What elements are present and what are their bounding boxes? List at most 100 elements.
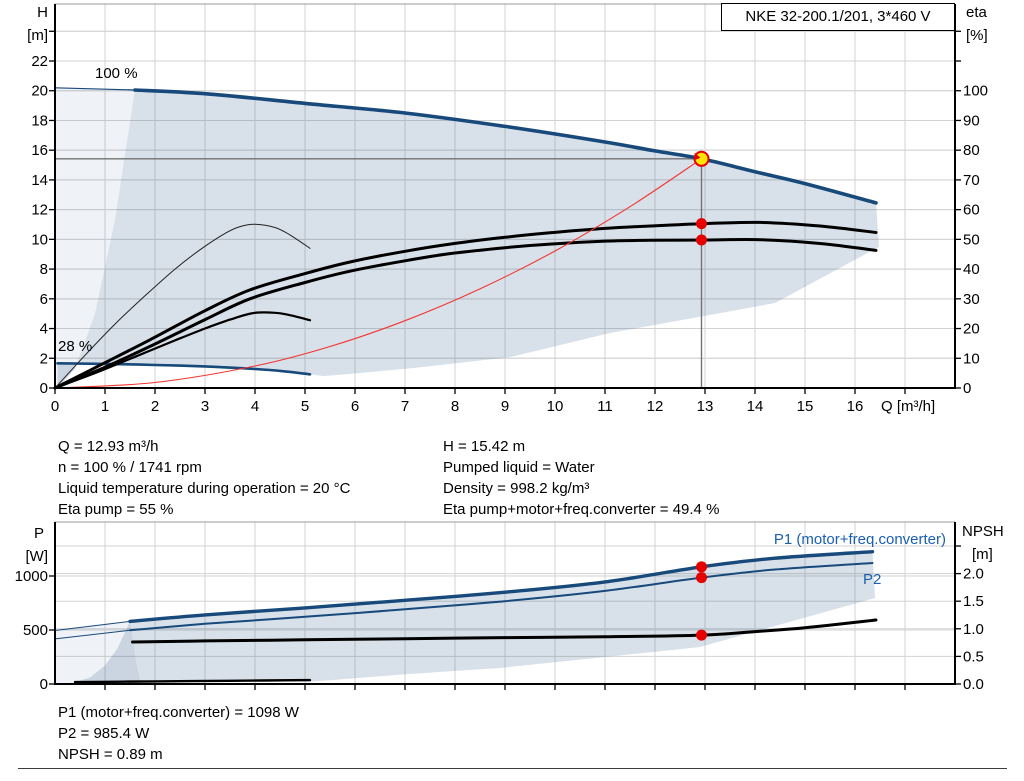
left-tick-label: 4: [40, 321, 48, 338]
p-min-speed-curve: [73, 678, 312, 684]
power-npsh-data: P1 (motor+freq.converter) = 1098 W P2 = …: [58, 702, 299, 765]
npsh-operating-point: [696, 629, 707, 641]
right-tick-label: 50: [963, 231, 980, 248]
x-tick-label: 15: [797, 398, 814, 415]
axes: 0 1 2 3 4 5 6 7 8 9 10 11 12 13 14 15 16 Q [m³/h]02468101…: [27, 3, 988, 415]
x-tick-label: 1: [101, 398, 109, 415]
x-tick-label: 8: [451, 398, 459, 415]
axis-title: eta: [966, 4, 988, 21]
p2-curve-label: P2: [863, 571, 881, 588]
left-tick-label: 14: [31, 172, 48, 189]
left-tick-label: 2: [40, 350, 48, 367]
operating-point[interactable]: [693, 150, 710, 167]
right-tick-label: 2.0: [963, 566, 984, 583]
gridlines: [55, 4, 955, 388]
eta-total-reduced-speed-curve: [53, 311, 312, 390]
right-tick-label: 60: [963, 202, 980, 219]
left-tick-label: 18: [31, 112, 48, 129]
x-tick-label: 5: [301, 398, 309, 415]
right-tick-label: 0: [963, 380, 971, 397]
operating-data-right: H = 15.42 m Pumped liquid = Water Densit…: [443, 436, 719, 520]
eta-total-value: Eta pump+motor+freq.converter = 49.4 %: [443, 501, 720, 518]
speed-100-label: 100 %: [95, 65, 138, 82]
left-tick-label: 20: [31, 83, 48, 100]
npsh-value: NPSH = 0.89 m: [58, 746, 163, 763]
low-flow-region: [55, 621, 141, 684]
left-tick-label: 22: [31, 53, 48, 70]
x-tick-label: 4: [251, 398, 259, 415]
chart-power-npsh-curves: 0 500 1000 P [W] 0.0 0.5 1.0 1.5 2.0 NPSH [m] P1 (mo…: [15, 521, 1004, 693]
axis-title: [m]: [972, 546, 993, 563]
right-tick-label: 1.0: [963, 621, 984, 638]
x-tick-label: 16: [847, 398, 864, 415]
pump-model-title-box: NKE 32-200.1/201, 3*460 V: [721, 3, 955, 31]
p1-extension: [54, 620, 131, 631]
liquid-temperature-value: Liquid temperature during operation = 20…: [58, 480, 351, 497]
right-tick-label: 0.0: [963, 676, 984, 693]
p2-extension: [54, 629, 131, 640]
eta-pump-operating-point: [696, 218, 707, 230]
crosshair: [55, 158, 703, 388]
density-value: Density = 998.2 kg/m³: [443, 480, 590, 497]
axis-title: H: [37, 4, 48, 21]
chart-qh-eta-curves: 0 1 2 3 4 5 6 7 8 9 10 11 12 13 14 15 16 Q [m³/h]02468101…: [27, 3, 988, 415]
axes: 0 500 1000 P [W] 0.0 0.5 1.0 1.5 2.0 NPSH [m]: [15, 521, 1004, 693]
left-tick-label: 12: [31, 202, 48, 219]
speed-value: n = 100 % / 1741 rpm: [58, 459, 202, 476]
axis-title: NPSH: [962, 523, 1004, 540]
eta-total-operating-point: [696, 234, 707, 246]
speed-28-label: 28 %: [58, 338, 92, 355]
x-axis-title: Q [m³/h]: [881, 398, 935, 415]
axis-title: [%]: [966, 27, 988, 44]
power-envelope: [75, 551, 875, 683]
right-tick-label: 0.5: [963, 648, 984, 665]
right-tick-label: 30: [963, 291, 980, 308]
qh-100-extension: [54, 87, 136, 91]
footer-divider: [18, 768, 1007, 769]
right-tick-label: 1.5: [963, 593, 984, 610]
right-tick-label: 10: [963, 350, 980, 367]
right-tick-label: 90: [963, 112, 980, 129]
right-tick-label: 80: [963, 142, 980, 159]
p1-value: P1 (motor+freq.converter) = 1098 W: [58, 704, 299, 721]
x-tick-label: 14: [747, 398, 764, 415]
npsh-curve: [131, 618, 878, 644]
system-curve: [54, 158, 703, 389]
x-tick-label: 13: [697, 398, 714, 415]
x-tick-label: 6: [351, 398, 359, 415]
left-tick-label: 6: [40, 291, 48, 308]
head-value: H = 15.42 m: [443, 438, 526, 455]
left-tick-label: 0: [40, 380, 48, 397]
qh-curve-100pct: [133, 88, 878, 205]
right-tick-label: 70: [963, 172, 980, 189]
axis-title: [m]: [27, 27, 48, 44]
right-tick-label: 40: [963, 261, 980, 278]
x-tick-label: 0: [51, 398, 59, 415]
p2-value: P2 = 985.4 W: [58, 725, 150, 742]
eta-pump-curve: [53, 220, 878, 390]
left-tick-label: 0: [40, 676, 48, 693]
x-tick-label: 2: [151, 398, 159, 415]
operating-data-left: Q = 12.93 m³/h n = 100 % / 1741 rpm Liqu…: [58, 436, 350, 520]
x-tick-label: 7: [401, 398, 409, 415]
left-tick-label: 16: [31, 142, 48, 159]
left-tick-label: 8: [40, 261, 48, 278]
p1-curve: [128, 550, 875, 624]
p2-operating-point: [696, 572, 707, 584]
left-tick-label: 10: [31, 231, 48, 248]
eta-pump-motor-converter-curve: [53, 237, 878, 390]
left-tick-label: 1000: [15, 568, 48, 585]
axis-title: [W]: [26, 548, 49, 565]
p1-curve-label: P1 (motor+freq.converter): [774, 531, 946, 548]
pump-model-title: NKE 32-200.1/201, 3*460 V: [745, 8, 931, 25]
left-tick-label: 500: [23, 622, 48, 639]
p1-operating-point: [696, 561, 707, 573]
p2-curve: [129, 562, 874, 632]
right-tick-label: 100: [963, 83, 988, 100]
x-tick-label: 12: [647, 398, 664, 415]
x-tick-label: 10: [547, 398, 564, 415]
x-tick-label: 3: [201, 398, 209, 415]
gridlines: [55, 522, 955, 684]
